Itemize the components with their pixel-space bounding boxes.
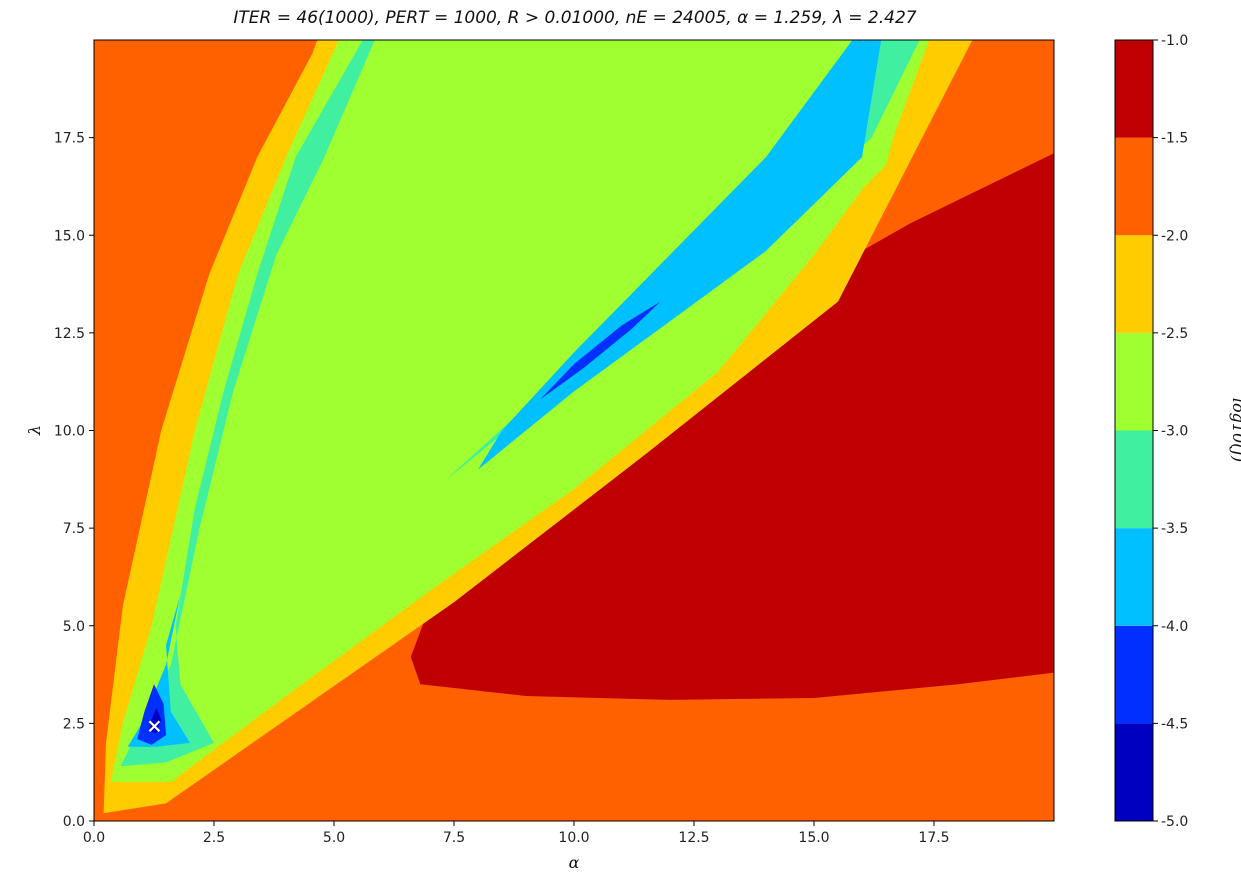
minimum-marker — [148, 720, 161, 733]
x-tick-label: 0.0 — [83, 830, 105, 846]
colorbar-band — [1115, 40, 1153, 138]
x-axis-ticks: 0.0 2.5 5.0 7.5 10.0 12.5 15.0 17.5 — [83, 821, 950, 846]
x-axis-label: α — [569, 853, 580, 872]
minimum-x-marker — [148, 720, 161, 733]
colorbar-band — [1115, 430, 1153, 529]
x-tick-label: 10.0 — [558, 830, 589, 846]
y-tick-label: 15.0 — [54, 228, 85, 244]
contour-regions — [103, 40, 1054, 814]
colorbar-tick-label: -5.0 — [1161, 814, 1188, 830]
contour-region-level-0-0 — [149, 707, 162, 734]
colorbar-band — [1115, 625, 1153, 724]
chart-title: ITER = 46(1000), PERT = 1000, R > 0.0100… — [233, 8, 916, 28]
y-axis-label: λ — [25, 425, 44, 436]
colorbar-band — [1115, 137, 1153, 236]
colorbar-tick-label: -4.5 — [1161, 716, 1188, 732]
x-tick-label: 17.5 — [918, 830, 949, 846]
x-tick-label: 7.5 — [443, 830, 465, 846]
colorbar-tick-label: -1.5 — [1161, 131, 1188, 147]
y-tick-label: 7.5 — [63, 521, 85, 537]
y-axis-ticks: 0.0 2.5 5.0 7.5 10.0 12.5 15.0 17.5 — [54, 131, 94, 830]
x-tick-label: 5.0 — [323, 830, 345, 846]
colorbar-band — [1115, 332, 1153, 431]
y-tick-label: 10.0 — [54, 424, 85, 440]
x-tick-label: 15.0 — [798, 830, 829, 846]
colorbar-tick-label: -1.0 — [1161, 33, 1188, 49]
y-tick-label: 5.0 — [63, 619, 85, 635]
contour-region-level-1-1 — [540, 301, 661, 400]
plot-area — [93, 39, 1055, 822]
x-tick-label: 12.5 — [678, 830, 709, 846]
colorbar-label: log10(J) — [1229, 398, 1241, 462]
colorbar-tick-label: -2.0 — [1161, 228, 1188, 244]
contour-region-level-3-0 — [120, 40, 375, 767]
x-tick-label: 2.5 — [203, 830, 225, 846]
colorbar-band — [1115, 723, 1153, 821]
colorbar-tick-label: -4.0 — [1161, 619, 1188, 635]
colorbar-tick-label: -3.0 — [1161, 424, 1188, 440]
contour-region-level-7-1 — [410, 153, 1054, 700]
colorbar-band — [1115, 235, 1153, 333]
y-tick-label: 12.5 — [54, 326, 85, 342]
y-tick-label: 2.5 — [63, 716, 85, 732]
colorbar-band — [1115, 528, 1153, 626]
colorbar: -5.0 -4.5 -4.0 -3.5 -3.0 -2.5 -2.0 -1.5 -1.0 — [1114, 33, 1188, 830]
colorbar-tick-label: -2.5 — [1161, 326, 1188, 342]
y-tick-label: 17.5 — [54, 131, 85, 147]
colorbar-tick-label: -3.5 — [1161, 521, 1188, 537]
y-tick-label: 0.0 — [63, 814, 85, 830]
